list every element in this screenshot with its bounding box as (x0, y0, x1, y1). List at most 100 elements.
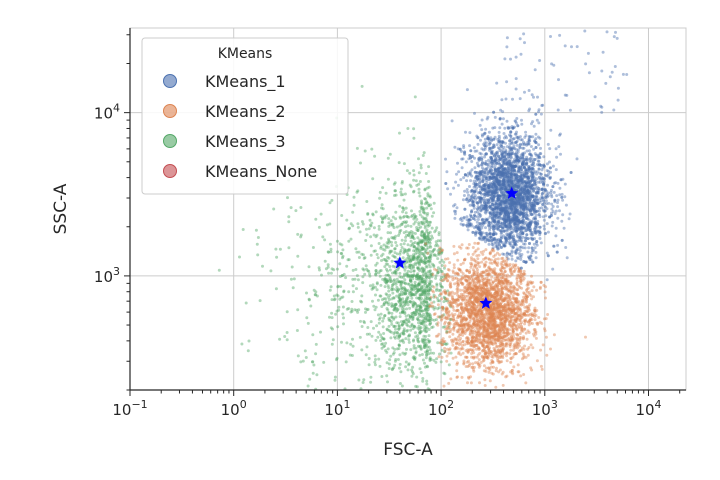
scatter-point (377, 317, 381, 321)
scatter-point (432, 211, 436, 215)
scatter-point (426, 365, 430, 369)
scatter-point (331, 338, 335, 342)
scatter-point (404, 337, 408, 341)
scatter-point (415, 296, 419, 300)
scatter-point (452, 271, 455, 275)
scatter-point (384, 273, 388, 277)
scatter-point (369, 375, 373, 379)
scatter-point (476, 338, 480, 342)
scatter-point (400, 307, 404, 311)
scatter-point (413, 245, 416, 249)
scatter-point (425, 304, 429, 308)
scatter-point (495, 366, 498, 370)
scatter-point (436, 299, 440, 303)
scatter-point (330, 311, 334, 315)
scatter-point (335, 309, 339, 313)
scatter-point (471, 335, 475, 339)
scatter-point (314, 217, 318, 221)
scatter-point (477, 303, 481, 307)
scatter-point (528, 319, 532, 323)
scatter-point (404, 351, 408, 355)
scatter-point (481, 333, 485, 337)
scatter-point (457, 303, 461, 307)
scatter-point (401, 311, 405, 314)
scatter-point (347, 290, 351, 294)
scatter-point (422, 259, 426, 263)
scatter-point (548, 147, 552, 151)
scatter-point (558, 193, 562, 197)
scatter-point (381, 217, 384, 221)
scatter-point (435, 226, 439, 230)
scatter-point (400, 238, 404, 242)
scatter-point (489, 258, 493, 262)
scatter-point (433, 230, 437, 234)
scatter-point (535, 359, 539, 363)
scatter-point (326, 265, 330, 269)
scatter-point (421, 337, 424, 341)
scatter-point (397, 327, 400, 331)
scatter-point (443, 342, 447, 346)
scatter-point (435, 283, 439, 287)
scatter-point (420, 245, 423, 249)
scatter-point (551, 267, 555, 271)
scatter-point (417, 296, 421, 300)
scatter-point (455, 369, 459, 373)
scatter-point (366, 212, 370, 216)
scatter-point (491, 334, 495, 338)
scatter-point (423, 320, 427, 324)
scatter-point (394, 303, 397, 307)
scatter-point (285, 331, 289, 334)
scatter-point (516, 333, 520, 337)
scatter-point (351, 290, 355, 294)
scatter-point (428, 272, 432, 276)
scatter-point (497, 279, 501, 283)
scatter-point (361, 275, 365, 279)
scatter-point (296, 232, 300, 236)
scatter-point (388, 293, 392, 297)
scatter-point (379, 269, 383, 272)
scatter-point (411, 257, 415, 261)
scatter-point (468, 330, 472, 334)
scatter-point (477, 164, 481, 168)
scatter-point (422, 334, 426, 338)
scatter-point (418, 274, 422, 278)
scatter-point (393, 304, 397, 308)
scatter-point (361, 222, 365, 226)
scatter-point (411, 303, 415, 307)
scatter-point (379, 339, 383, 343)
scatter-point (490, 275, 494, 279)
scatter-point (398, 339, 402, 343)
scatter-point (416, 289, 420, 293)
scatter-point (427, 352, 431, 356)
scatter-point (401, 215, 405, 219)
scatter-point (340, 340, 343, 344)
scatter-point (413, 232, 417, 235)
scatter-point (404, 292, 408, 296)
scatter-point (512, 270, 515, 274)
scatter-point (424, 317, 428, 321)
scatter-point (327, 250, 331, 254)
scatter-point (519, 374, 523, 378)
scatter-point (423, 280, 427, 284)
scatter-point (428, 260, 432, 264)
scatter-point (398, 271, 402, 275)
scatter-point (419, 289, 423, 293)
scatter-point (390, 368, 394, 372)
scatter-point (492, 298, 495, 302)
scatter-point (357, 378, 361, 382)
scatter-point (425, 301, 429, 304)
scatter-point (428, 319, 432, 322)
scatter-point (422, 320, 426, 324)
scatter-point (391, 283, 395, 287)
scatter-point (532, 285, 536, 289)
scatter-point (419, 344, 422, 348)
scatter-point (458, 328, 462, 332)
scatter-point (514, 259, 518, 263)
scatter-point (423, 248, 427, 252)
scatter-point (319, 212, 323, 216)
scatter-point (488, 251, 492, 255)
scatter-point (397, 324, 401, 328)
scatter-point (451, 332, 455, 336)
scatter-point (418, 331, 422, 335)
scatter-point (313, 293, 317, 297)
